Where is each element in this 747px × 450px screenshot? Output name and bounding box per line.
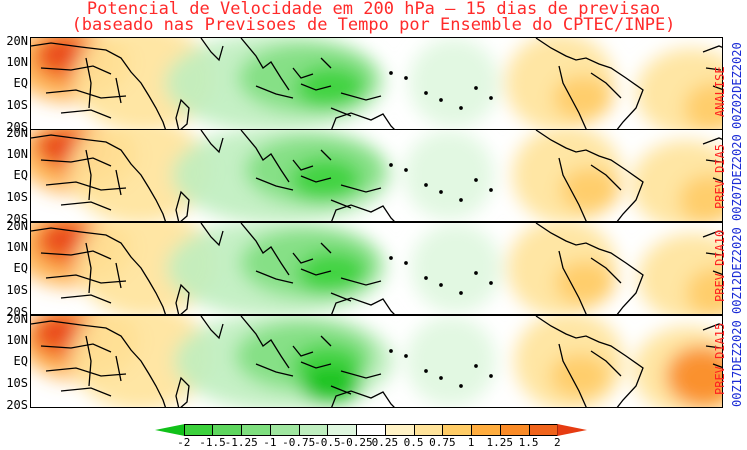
colorbar-tick-label: 0.25 <box>371 436 399 449</box>
lat-label: 20S <box>6 398 28 412</box>
colorbar-tick-label: 1.5 <box>518 436 539 449</box>
panel-label: PREV DIA10 <box>713 229 727 302</box>
colorbar <box>155 424 587 436</box>
colorbar-tick-label: 0.5 <box>403 436 424 449</box>
colorbar-segment <box>327 424 358 436</box>
panel-date: 00Z07DEZ2020 <box>730 134 744 221</box>
map-panel-1 <box>30 37 723 130</box>
colorbar-segment <box>384 424 415 436</box>
colorbar-segment <box>499 424 530 436</box>
panel-label: ANALISE <box>713 66 727 117</box>
colorbar-tick-label: -1 <box>263 436 277 449</box>
colorbar-segment <box>356 424 386 436</box>
colorbar-tick-label: -0.75 <box>282 436 316 449</box>
lat-label: 20N <box>6 126 28 140</box>
colorbar-segment <box>241 424 271 436</box>
colorbar-tick-label: 2 <box>553 436 561 449</box>
panel-date: 00Z02DEZ2020 <box>730 42 744 129</box>
panel-label: PREV DIA5 <box>713 143 727 209</box>
lat-label: 10N <box>6 240 28 254</box>
colorbar-tick-label: 1 <box>467 436 475 449</box>
map-title-line2: (baseado nas Previsoes de Tempo por Ense… <box>71 15 676 35</box>
colorbar-tick-label: -2 <box>177 436 191 449</box>
map-panel-4 <box>30 315 723 408</box>
colorbar-segment <box>471 424 501 436</box>
lat-label: EQ <box>13 76 28 90</box>
colorbar-segment <box>269 424 300 436</box>
lat-label: 10N <box>6 333 28 347</box>
lat-label: 20N <box>6 34 28 48</box>
lat-label: 10S <box>6 190 28 204</box>
colorbar-tick-label: -0.25 <box>339 436 373 449</box>
colorbar-tick-label: 1.25 <box>486 436 514 449</box>
colorbar-segment <box>557 424 587 436</box>
lat-label: 10N <box>6 147 28 161</box>
colorbar-segment <box>528 424 559 436</box>
colorbar-segment <box>212 424 243 436</box>
lat-label: 20S <box>6 120 28 134</box>
colorbar-tick-label: -1.5 <box>199 436 226 449</box>
colorbar-segment <box>183 424 214 436</box>
colorbar-tick-label: 0.75 <box>429 436 456 449</box>
lat-label: 10S <box>6 376 28 390</box>
lat-label: 10S <box>6 283 28 297</box>
lat-label: EQ <box>13 168 28 182</box>
panel-date: 00Z17DEZ2020 <box>730 320 744 407</box>
panel-date: 00Z12DEZ2020 <box>730 227 744 314</box>
lat-label: EQ <box>13 354 28 368</box>
colorbar-segment <box>155 424 185 436</box>
colorbar-segment <box>442 424 473 436</box>
colorbar-tick-label: -0.5 <box>314 436 341 449</box>
lat-label: 20N <box>6 312 28 326</box>
lat-label: 10N <box>6 55 28 69</box>
lat-label: 10S <box>6 98 28 112</box>
lat-label: 20N <box>6 219 28 233</box>
colorbar-tick-label: -1.25 <box>224 436 258 449</box>
colorbar-segment <box>413 424 444 436</box>
lat-label: EQ <box>13 261 28 275</box>
lat-label: 20S <box>6 305 28 319</box>
colorbar-segment <box>298 424 329 436</box>
lat-label: 20S <box>6 212 28 226</box>
map-panel-2 <box>30 129 723 222</box>
panel-label: PREV DIA15 <box>713 322 727 395</box>
map-panel-3 <box>30 222 723 315</box>
map-title-line1: Potencial de Velocidade em 200 hPa — 15 … <box>86 0 661 19</box>
